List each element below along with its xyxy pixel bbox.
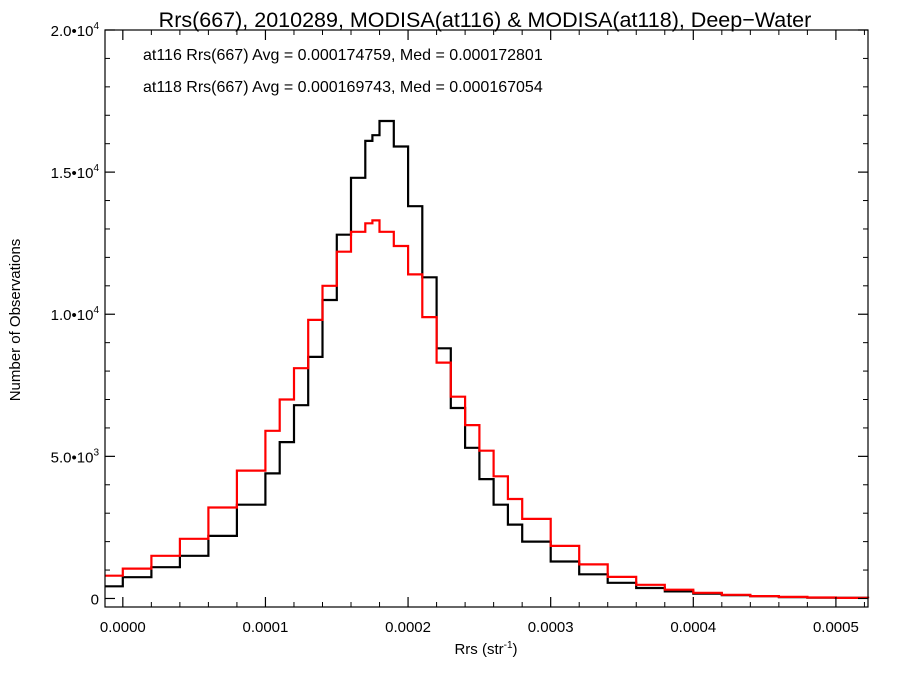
x-tick-label-2: 0.0002: [385, 619, 431, 636]
y-tick-label-1: 5.0•103: [51, 447, 100, 466]
annotation-at116: at116 Rrs(667) Avg = 0.000174759, Med = …: [143, 47, 543, 64]
y-tick-label-main-1: 5.0•10: [51, 449, 94, 466]
x-tick-label-3: 0.0003: [528, 619, 574, 636]
y-tick-label-0: 0: [91, 591, 99, 608]
y-tick-label-main-3: 1.5•10: [51, 165, 94, 182]
plot-frame: [104, 29, 869, 608]
y-tick-label-main-4: 2.0•10: [51, 23, 94, 40]
y-tick-label-exponent-1: 3: [93, 447, 99, 458]
y-tick-label-main-0: 0: [91, 591, 99, 608]
x-tick-label-1: 0.0001: [242, 619, 288, 636]
chart-title: Rrs(667), 2010289, MODISA(at116) & MODIS…: [159, 8, 812, 32]
x-axis-label: Rrs (str-1): [454, 640, 517, 658]
x-tick-label-4: 0.0004: [670, 619, 716, 636]
y-tick-label-4: 2.0•104: [51, 21, 100, 40]
series-layer: [105, 119, 870, 599]
x-axis: 0.0000 0.0001 0.0002 0.0003 0.0004 0.0005: [100, 30, 865, 636]
y-tick-label-exponent-4: 4: [93, 21, 99, 32]
series-line-0: [105, 119, 870, 599]
y-tick-label-exponent-3: 4: [93, 163, 99, 174]
x-axis-label-main: Rrs (str: [454, 641, 503, 658]
annotation-at118: at118 Rrs(667) Avg = 0.000169743, Med = …: [143, 79, 543, 96]
y-tick-label-exponent-2: 4: [93, 305, 99, 316]
y-tick-label-3: 1.5•104: [51, 163, 100, 182]
x-tick-label-0: 0.0000: [100, 619, 146, 636]
y-axis-label: Number of Observations: [7, 239, 24, 402]
y-tick-label-main-2: 1.0•10: [51, 307, 94, 324]
x-axis-label-end: ): [513, 641, 518, 658]
series-line-1: [105, 219, 870, 599]
x-tick-label-5: 0.0005: [813, 619, 859, 636]
x-axis-label-superscript: -1: [504, 640, 513, 651]
y-tick-label-2: 1.0•104: [51, 305, 100, 324]
